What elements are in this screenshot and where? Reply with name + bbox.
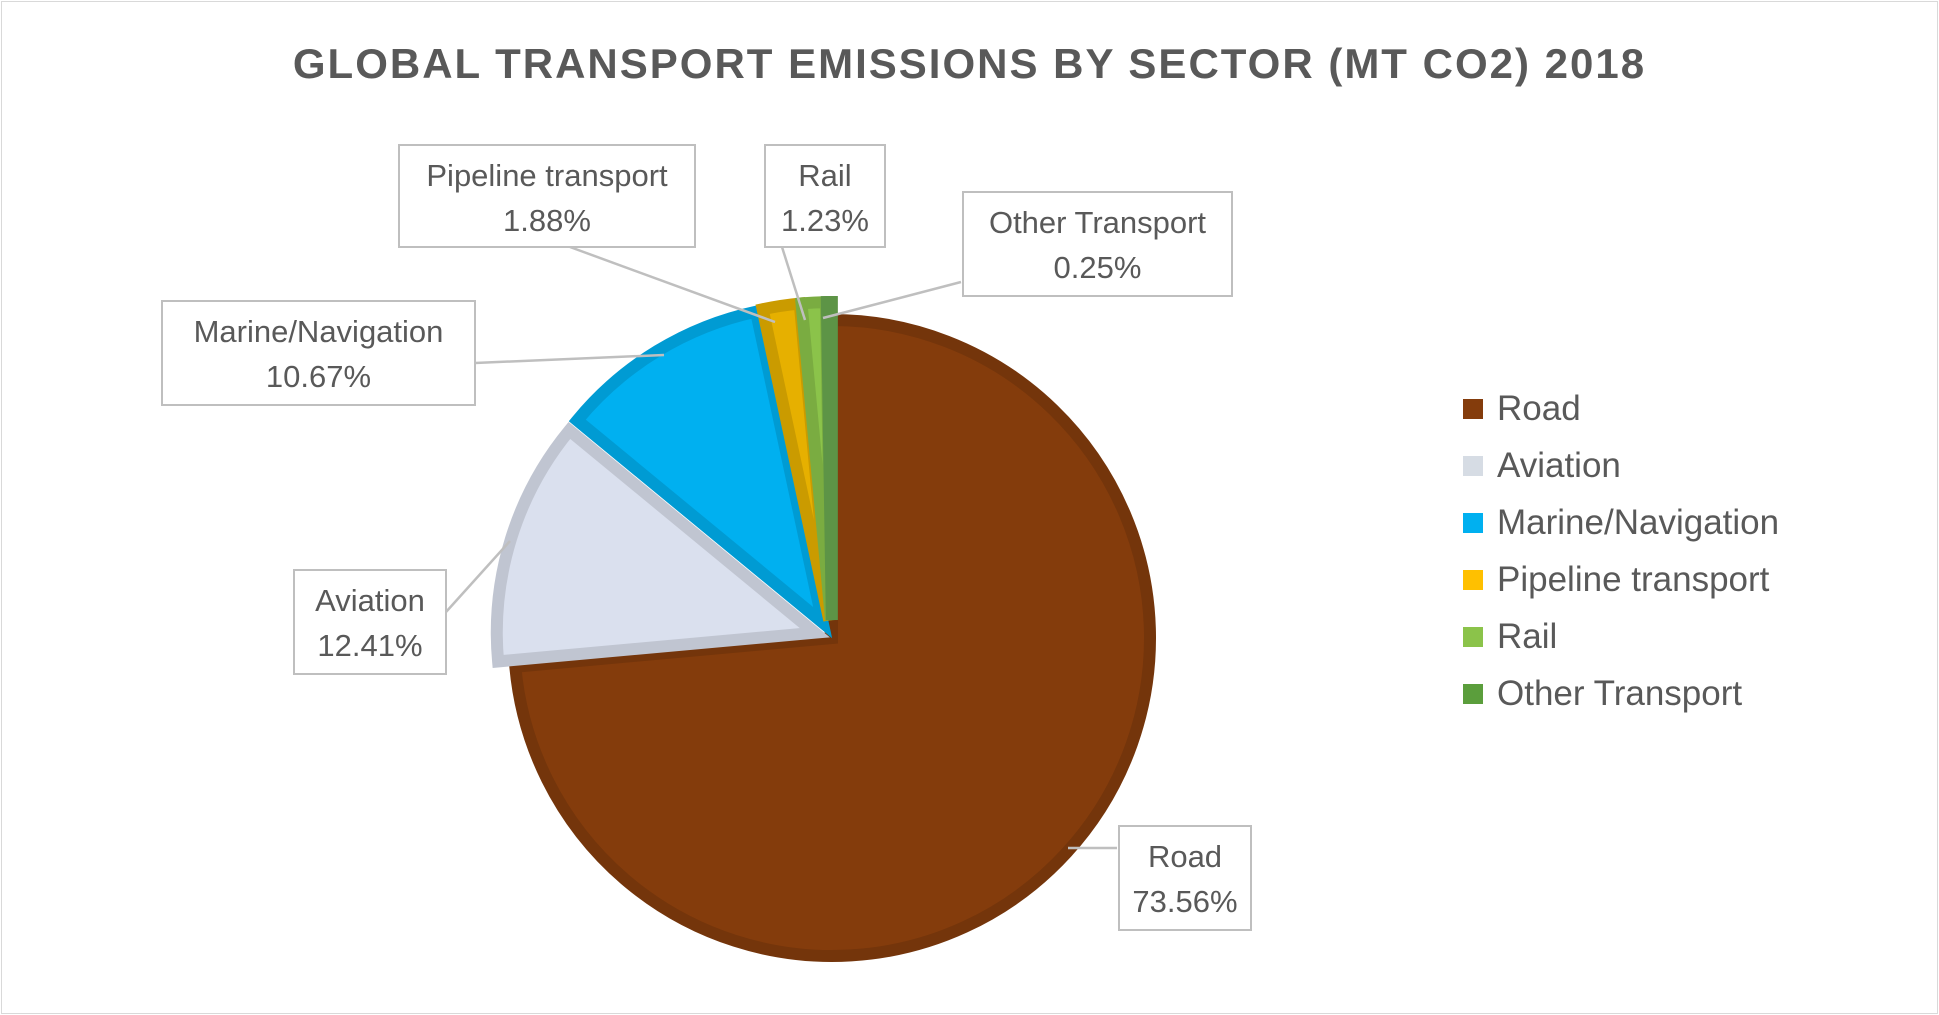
- callout-box-aviation: [293, 569, 447, 675]
- data-label-name-aviation: Aviation: [315, 583, 425, 618]
- legend-item-road: Road: [1463, 380, 1779, 437]
- data-label-name-pipeline-transport: Pipeline transport: [426, 158, 668, 193]
- legend-label-rail: Rail: [1497, 616, 1558, 656]
- callout-box-rail: [764, 144, 886, 248]
- legend-item-pipeline-transport: Pipeline transport: [1463, 551, 1779, 608]
- legend-swatch-aviation: [1463, 455, 1483, 476]
- leader-line-pipeline-transport: [569, 245, 776, 324]
- legend-label-pipeline-transport: Pipeline transport: [1497, 559, 1770, 599]
- pie-slice-marine-navigation: [568, 304, 833, 639]
- legend-label-road: Road: [1497, 388, 1581, 428]
- legend-swatch-pipeline-transport: [1463, 569, 1483, 590]
- legend-swatch-rail: [1463, 626, 1483, 647]
- legend-item-marine-navigation: Marine/Navigation: [1463, 494, 1779, 551]
- legend-label-other-transport: Other Transport: [1497, 673, 1743, 713]
- legend-item-other-transport: Other Transport: [1463, 665, 1779, 722]
- pie-slice-other-transport: [820, 295, 838, 621]
- data-label-name-road: Road: [1148, 839, 1222, 874]
- data-label-name-marine-navigation: Marine/Navigation: [194, 314, 444, 349]
- pie-slice-aviation: [490, 422, 830, 668]
- data-label-name-other-transport: Other Transport: [989, 205, 1206, 240]
- legend-swatch-road: [1463, 398, 1483, 419]
- chart-title: GLOBAL TRANSPORT EMISSIONS BY SECTOR (MT…: [292, 40, 1647, 87]
- leader-line-other-transport: [822, 280, 962, 320]
- data-label-value-pipeline-transport: 1.88%: [503, 203, 591, 238]
- legend-item-rail: Rail: [1463, 608, 1779, 665]
- leader-line-marine-navigation: [474, 353, 665, 365]
- data-label-value-other-transport: 0.25%: [1054, 250, 1142, 285]
- legend-label-marine-navigation: Marine/Navigation: [1497, 502, 1780, 542]
- callout-box-pipeline-transport: [398, 144, 696, 248]
- pie-slice-road: [508, 313, 1156, 962]
- legend-item-aviation: Aviation: [1463, 437, 1779, 494]
- chart-legend: Road Aviation Marine/Navigation Pipeline…: [1463, 380, 1779, 722]
- callout-box-other-transport: [962, 191, 1233, 297]
- data-label-value-aviation: 12.41%: [317, 628, 422, 663]
- legend-label-aviation: Aviation: [1497, 445, 1621, 485]
- leader-line-rail: [780, 246, 807, 321]
- legend-swatch-other-transport: [1463, 683, 1483, 704]
- callout-box-marine-navigation: [161, 300, 476, 406]
- callout-box-road: [1118, 825, 1252, 931]
- data-label-name-rail: Rail: [798, 158, 851, 193]
- data-label-value-marine-navigation: 10.67%: [266, 359, 371, 394]
- legend-swatch-marine-navigation: [1463, 512, 1483, 533]
- leader-line-aviation: [445, 540, 511, 613]
- data-label-value-road: 73.56%: [1132, 884, 1237, 919]
- data-label-value-rail: 1.23%: [781, 203, 869, 238]
